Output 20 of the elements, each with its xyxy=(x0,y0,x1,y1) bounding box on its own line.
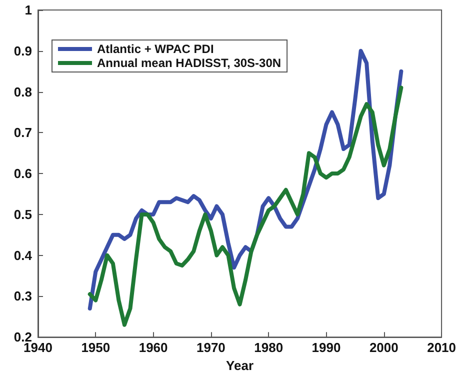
y-tick-label: 0.9 xyxy=(14,43,32,58)
y-tick-label: 1 xyxy=(24,2,32,18)
y-tick-label: 0.3 xyxy=(14,288,32,304)
x-tick-label: 1960 xyxy=(138,340,168,356)
x-tick-label: 1980 xyxy=(254,340,284,356)
y-tick-label: 0.5 xyxy=(14,206,32,222)
x-tick-label: 1950 xyxy=(81,340,110,356)
y-tick-label: 0.6 xyxy=(14,166,32,182)
y-tick-label: 0.7 xyxy=(14,125,32,140)
line-series xyxy=(88,86,404,327)
x-tick-label: 1970 xyxy=(196,340,226,356)
legend-label: Atlantic + WPAC PDI xyxy=(97,42,214,56)
x-tick-label: 1990 xyxy=(312,340,341,356)
y-tick-label: 0.8 xyxy=(14,84,32,100)
legend-label: Annual mean HADISST, 30S-30N xyxy=(97,56,282,70)
x-tick-label: 2000 xyxy=(369,340,398,356)
x-tick-label: 1940 xyxy=(24,340,52,356)
x-axis-title: Year xyxy=(226,358,254,373)
x-tick-label: 2010 xyxy=(427,340,456,356)
y-tick-label: 0.4 xyxy=(14,248,33,263)
